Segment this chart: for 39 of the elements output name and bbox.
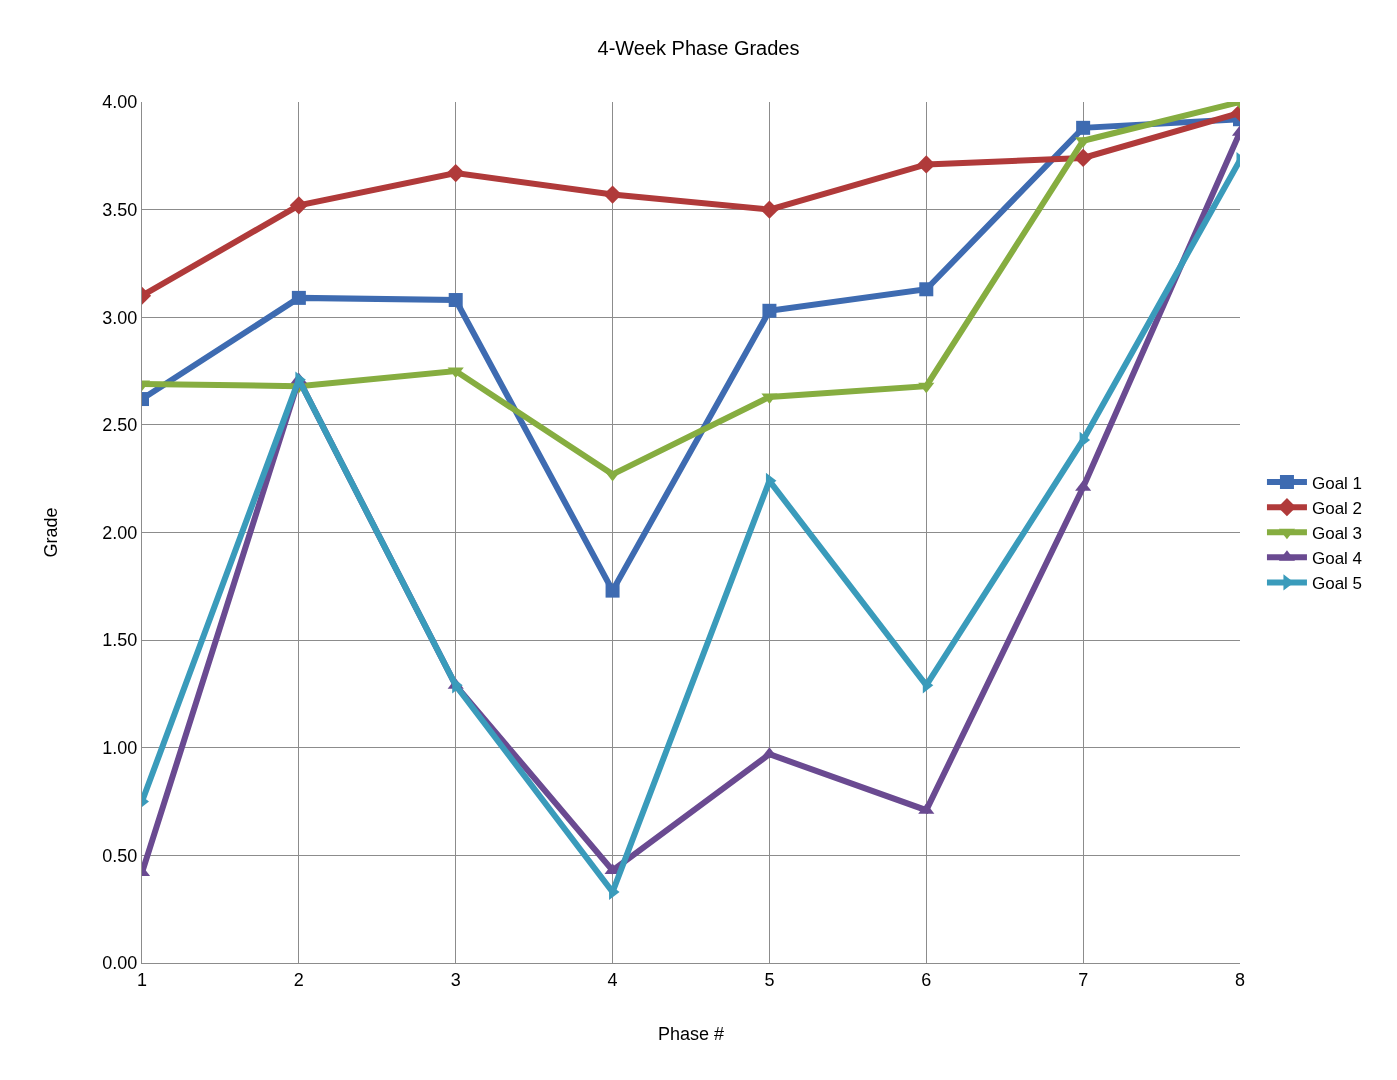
x-tick-label: 6 bbox=[921, 969, 932, 990]
x-tick-label: 7 bbox=[1078, 969, 1089, 990]
point bbox=[1076, 120, 1091, 135]
point bbox=[603, 185, 622, 204]
point bbox=[446, 163, 465, 183]
x-tick-label: 4 bbox=[607, 969, 618, 990]
point bbox=[448, 293, 463, 308]
point bbox=[1074, 148, 1093, 168]
y-tick-label: 3.50 bbox=[102, 199, 138, 220]
x-tick-label: 2 bbox=[293, 969, 304, 990]
point bbox=[919, 282, 934, 297]
point bbox=[762, 303, 777, 318]
point bbox=[605, 583, 620, 598]
y-tick-label: 3.00 bbox=[102, 307, 138, 328]
x-tick-label: 8 bbox=[1234, 969, 1246, 990]
x-tick-label: 3 bbox=[450, 969, 461, 990]
legend-label: Goal 5 bbox=[1311, 574, 1363, 594]
point bbox=[447, 367, 464, 379]
y-tick-label: 0.00 bbox=[102, 953, 138, 974]
y-tick-label: 2.00 bbox=[102, 522, 138, 543]
legend-label: Goal 2 bbox=[1311, 498, 1363, 518]
legend-label: Goal 1 bbox=[1311, 473, 1363, 493]
legend-label: Goal 3 bbox=[1311, 523, 1363, 543]
y-tick-label: 1.00 bbox=[102, 738, 138, 759]
y-tick-label: 1.50 bbox=[102, 630, 138, 651]
y-axis-title: Grade bbox=[40, 507, 61, 558]
chart-title: 4-Week Phase Grades bbox=[597, 37, 800, 59]
y-tick-label: 4.00 bbox=[102, 92, 138, 113]
point bbox=[918, 382, 935, 394]
y-tick-label: 0.50 bbox=[102, 845, 138, 866]
x-tick-label: 1 bbox=[136, 969, 148, 990]
x-tick-label: 5 bbox=[764, 969, 775, 990]
point bbox=[760, 200, 779, 219]
point bbox=[289, 196, 308, 215]
point bbox=[922, 677, 934, 694]
legend-label: Goal 4 bbox=[1311, 548, 1363, 568]
point bbox=[291, 290, 306, 305]
y-tick-label: 2.50 bbox=[102, 415, 138, 436]
x-axis-title: Phase # bbox=[657, 1023, 725, 1044]
